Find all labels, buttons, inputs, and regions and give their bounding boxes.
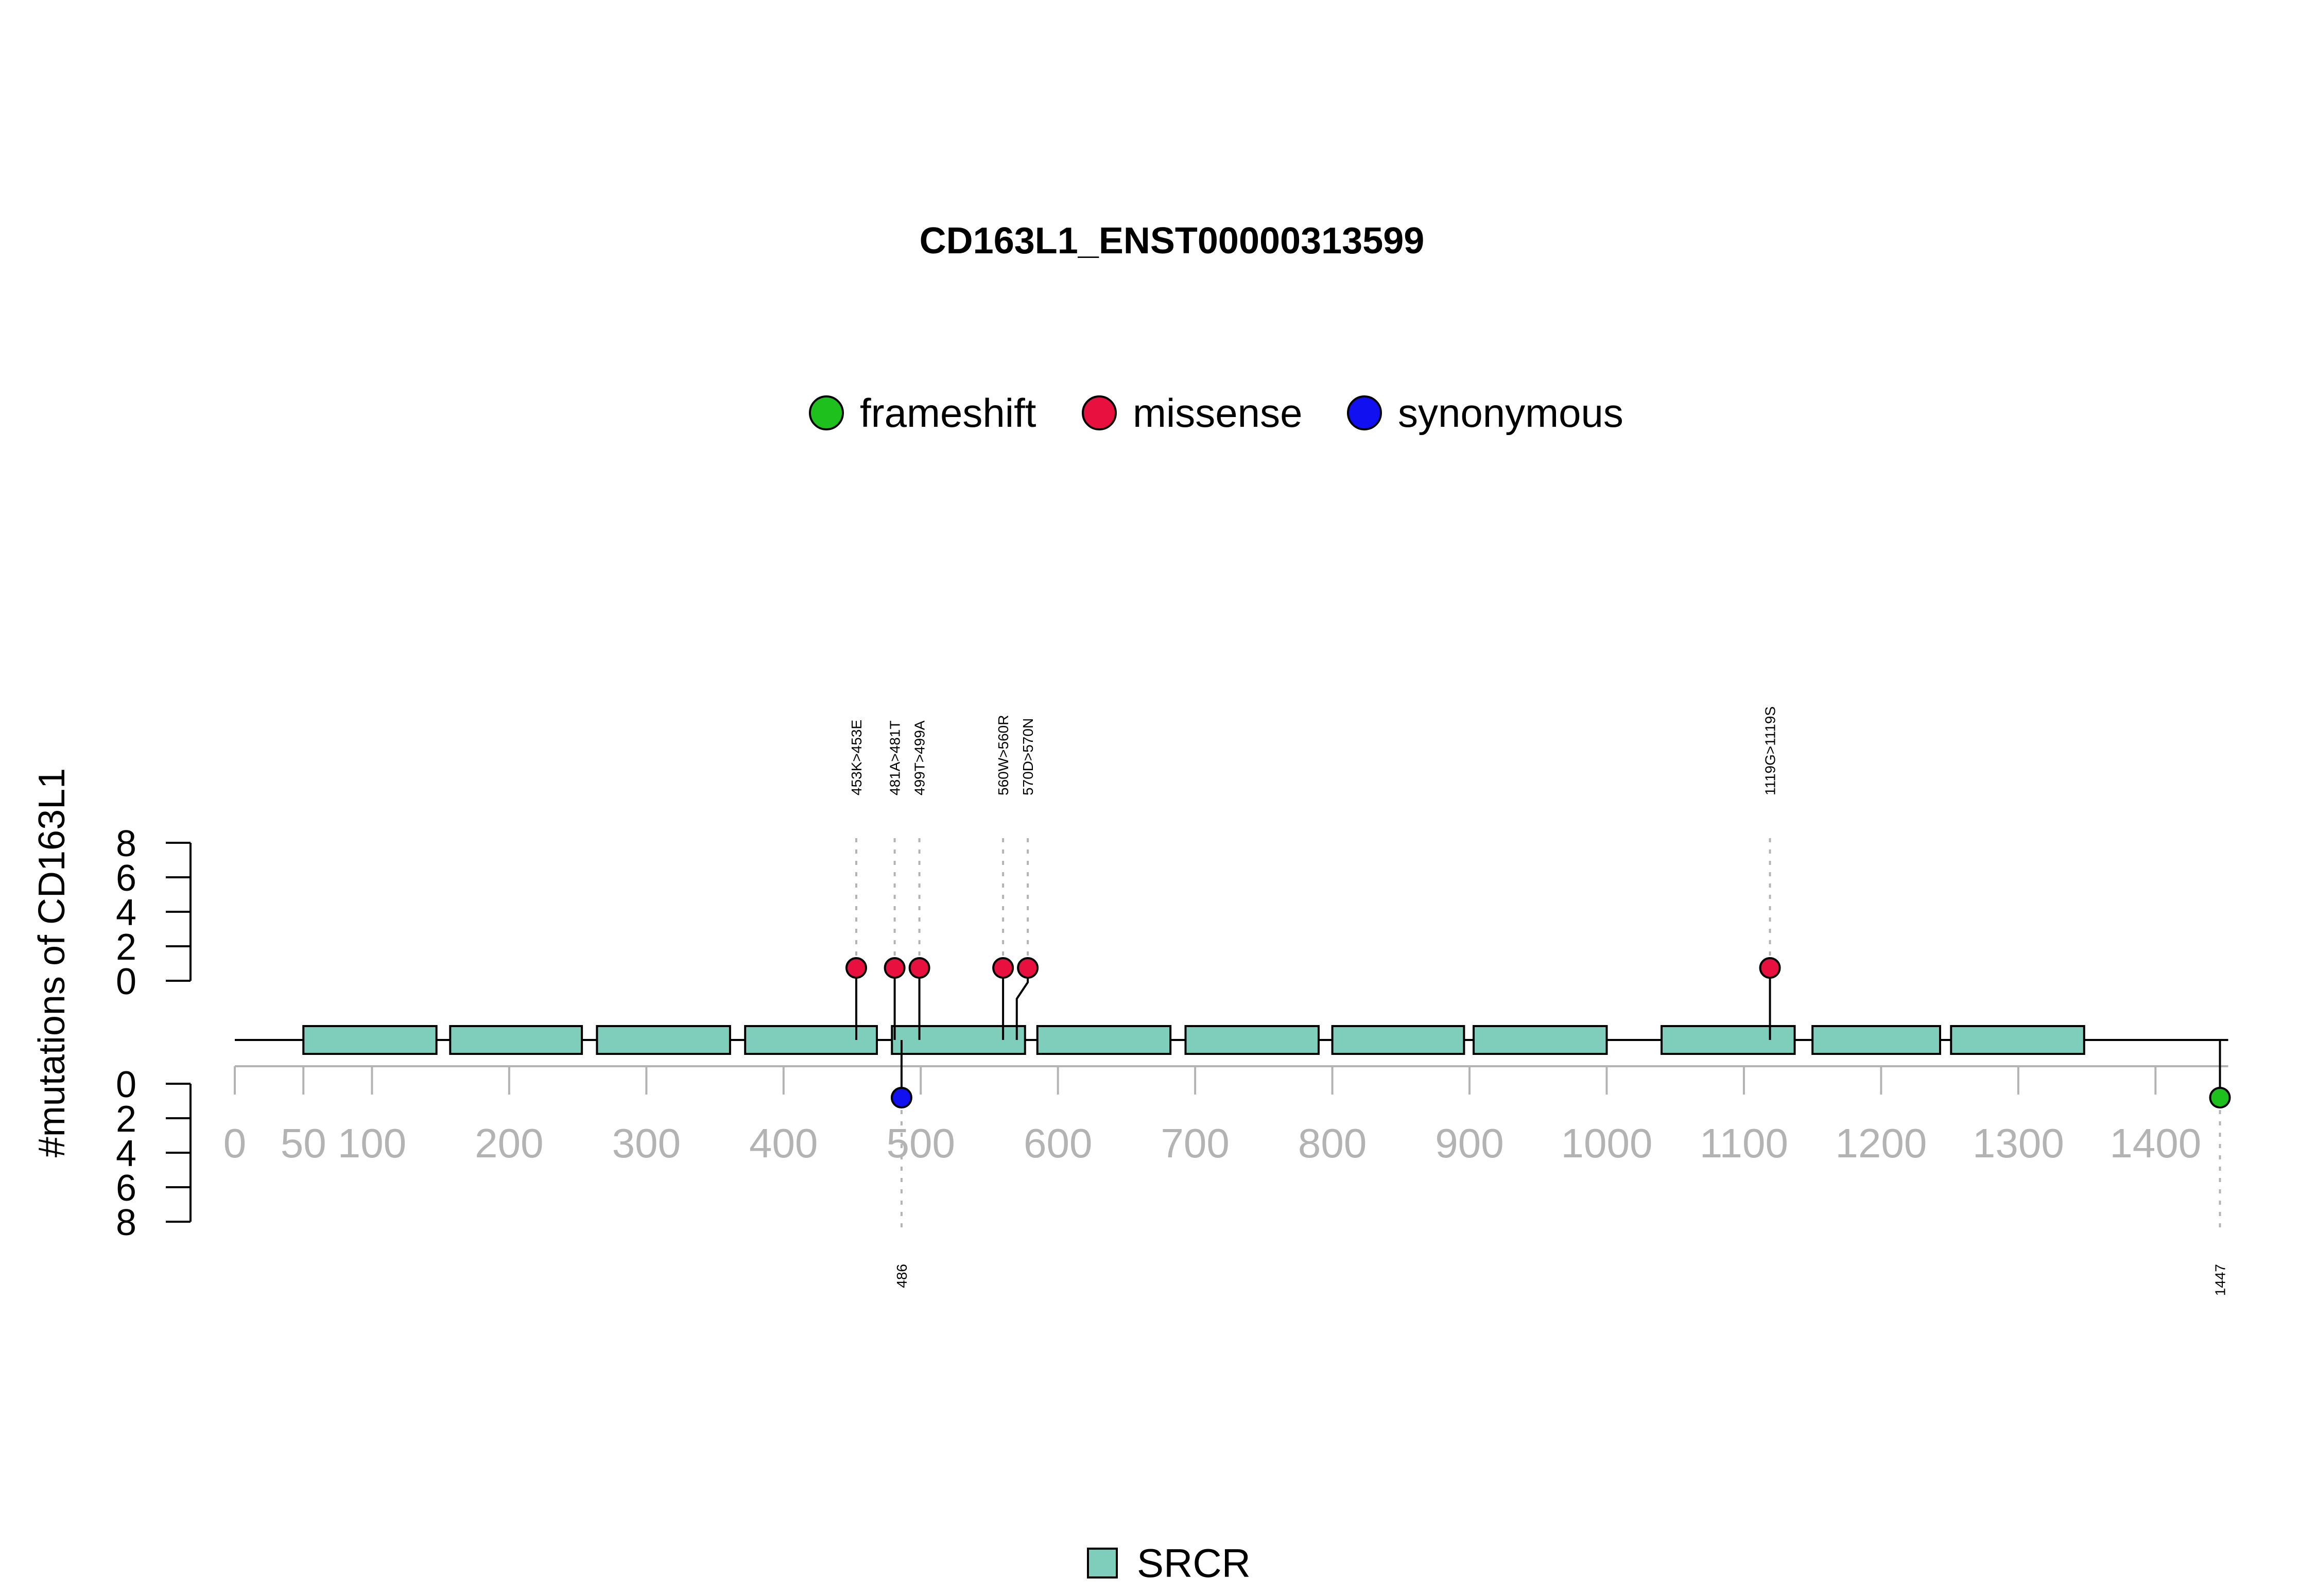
legend-label-frameshift: frameshift (860, 390, 1036, 436)
domain-box-12 (1950, 1025, 2085, 1055)
mutation-point-bottom-486 (890, 1087, 912, 1108)
x-tick-label-800: 800 (1298, 1120, 1367, 1166)
y-tick-label-bottom-4: 4 (116, 1133, 136, 1174)
x-tick-label-0: 0 (223, 1120, 247, 1166)
legend-marker-missense (1082, 395, 1117, 430)
x-tick-label-1400: 1400 (2109, 1120, 2201, 1166)
x-tick-label-1200: 1200 (1835, 1120, 1927, 1166)
domain-box-1 (302, 1025, 438, 1055)
legend-label-synonymous: synonymous (1398, 390, 1623, 436)
domain-box-6 (1036, 1025, 1172, 1055)
mutation-label-481: 481A>481T (887, 720, 903, 795)
x-tick-label-1000: 1000 (1561, 1120, 1653, 1166)
y-tick-label-top-4: 4 (116, 892, 136, 933)
domain-box-9 (1473, 1025, 1608, 1055)
mutation-label-560: 560W>560R (995, 715, 1011, 795)
mutation-point-bottom-1447 (2209, 1087, 2231, 1108)
mutation-label-1119: 1119G>1119S (1762, 706, 1778, 795)
mutation-label-bottom-1447: 1447 (2212, 1264, 2228, 1296)
x-tick-label-50: 50 (281, 1120, 326, 1166)
x-tick-label-600: 600 (1024, 1120, 1092, 1166)
legend-marker-synonymous (1347, 395, 1382, 430)
mutation-label-bottom-486: 486 (894, 1264, 910, 1288)
y-axis-label-group: #mutations of CD163L1 (31, 768, 73, 1157)
domain-box-7 (1184, 1025, 1320, 1055)
mutation-label-570: 570D>570N (1020, 718, 1036, 795)
mutation-label-499: 499T>499A (912, 720, 928, 795)
mutation-label-453: 453K>453E (849, 720, 864, 795)
mutation-point-570 (1017, 957, 1039, 979)
mutation-point-481 (884, 957, 906, 979)
x-tick-label-300: 300 (612, 1120, 681, 1166)
plot-area: 0 50 100 200 300 400 500 600 700 800 900 1000 1100 12… (116, 706, 2231, 1296)
domain-box-3 (596, 1025, 731, 1055)
domain-legend-swatch-SRCR (1087, 1548, 1118, 1578)
mutation-point-499 (908, 957, 930, 979)
mutation-point-453 (845, 957, 868, 979)
y-tick-label-top-2: 2 (116, 927, 136, 968)
domain-box-2 (449, 1025, 583, 1055)
legend-label-missense: missense (1133, 390, 1302, 436)
domain-box-10 (1661, 1025, 1796, 1055)
x-tick-label-400: 400 (749, 1120, 818, 1166)
x-tick-label-1300: 1300 (1973, 1120, 2064, 1166)
mutation-point-1119 (1759, 957, 1781, 979)
x-tick-label-1100: 1100 (1700, 1120, 1788, 1166)
y-tick-label-top-8: 8 (116, 823, 136, 864)
y-tick-label-top-0: 0 (116, 961, 136, 1002)
domain-box-11 (1811, 1025, 1941, 1055)
y-tick-label-top-6: 6 (116, 858, 136, 899)
legend-marker-frameshift (809, 395, 844, 430)
domain-box-8 (1331, 1025, 1465, 1055)
y-tick-label-bottom-6: 6 (116, 1168, 136, 1209)
y-tick-label-bottom-2: 2 (116, 1099, 136, 1140)
domain-box-5 (891, 1025, 1026, 1055)
domain-legend-label-SRCR: SRCR (1137, 1540, 1251, 1586)
domain-box-4 (744, 1025, 878, 1055)
x-tick-label-200: 200 (475, 1120, 543, 1166)
x-tick-label-500: 500 (887, 1120, 955, 1166)
y-axis-label: #mutations of CD163L1 (31, 768, 73, 1157)
mutation-legend: frameshift missense synonymous (809, 390, 1623, 436)
mutation-point-560 (992, 957, 1014, 979)
domain-legend: SRCR (1087, 1540, 1251, 1586)
x-tick-label-900: 900 (1435, 1120, 1503, 1166)
y-tick-label-bottom-0: 0 (116, 1064, 136, 1105)
x-tick-label-700: 700 (1161, 1120, 1229, 1166)
chart-title: CD163L1_ENST00000313599 (920, 220, 1425, 262)
y-tick-label-bottom-8: 8 (116, 1202, 136, 1243)
x-tick-label-100: 100 (338, 1120, 406, 1166)
